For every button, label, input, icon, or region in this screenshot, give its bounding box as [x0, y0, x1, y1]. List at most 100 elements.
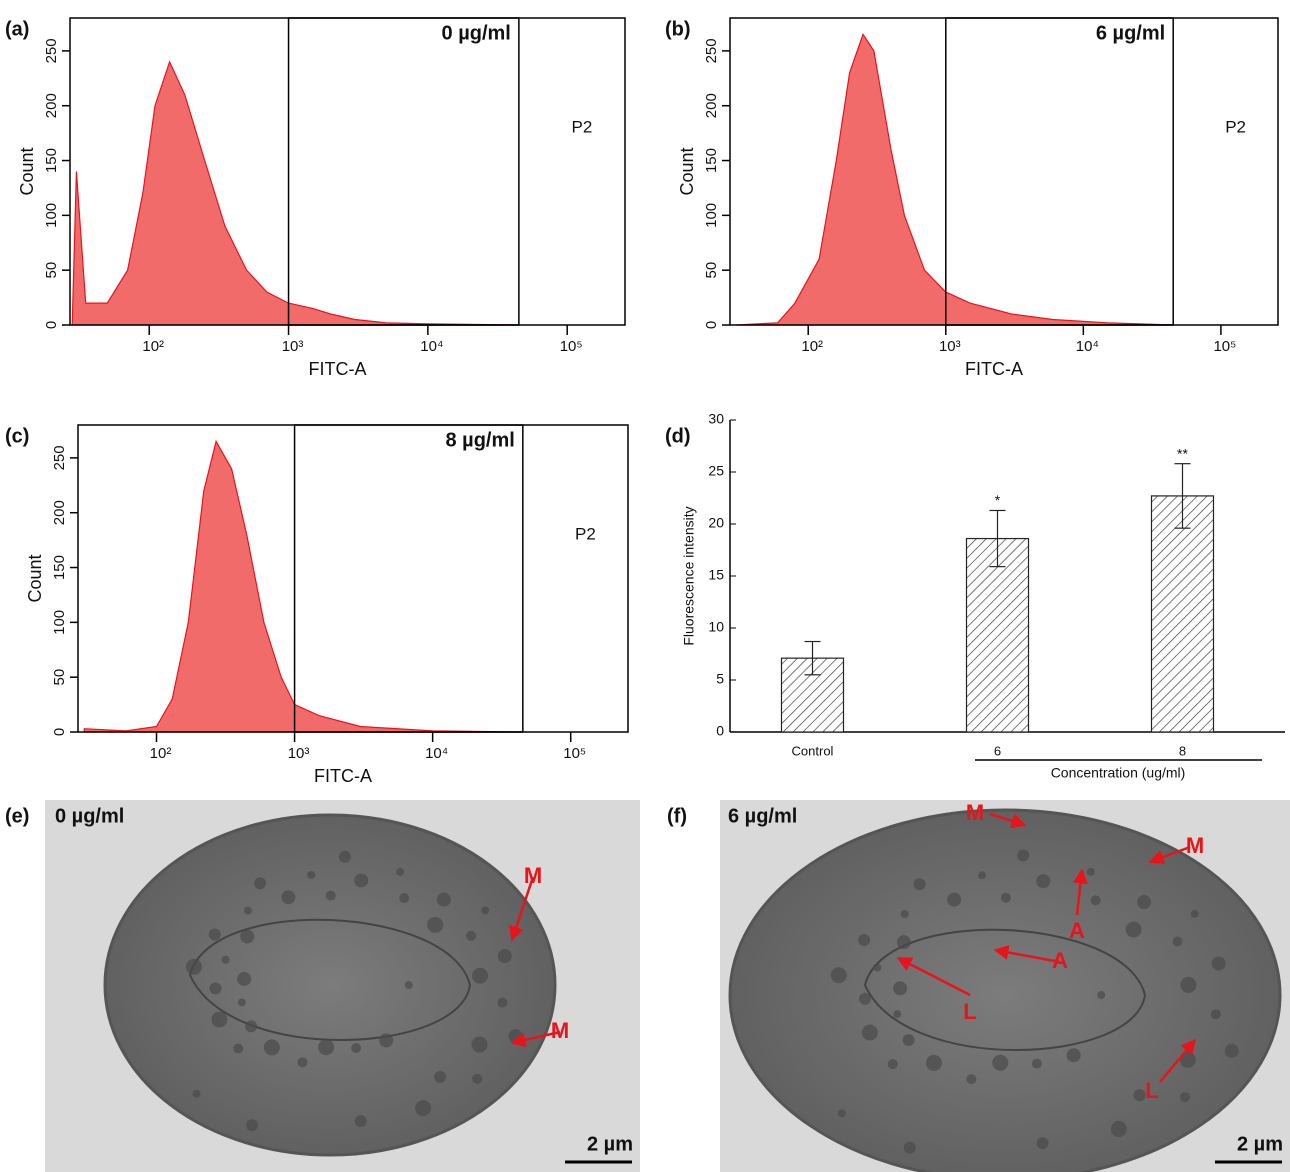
- y-tick-label: 20: [708, 515, 724, 531]
- x-tick-label: 10⁵: [1213, 338, 1236, 355]
- annotation-label: M: [1186, 833, 1204, 858]
- organelle: [243, 906, 252, 915]
- organelle: [1017, 849, 1030, 862]
- cell: [728, 808, 1282, 1172]
- organelle: [966, 1074, 977, 1085]
- organelle: [1066, 1048, 1081, 1063]
- x-tick-label: 10³: [288, 745, 310, 762]
- organelle: [1210, 1009, 1221, 1020]
- cell: [103, 813, 557, 1157]
- organelle: [233, 1043, 244, 1054]
- y-tick-label: 30: [708, 411, 724, 427]
- x-tick-label: Control: [792, 743, 834, 758]
- organelle: [1133, 1089, 1146, 1102]
- organelle: [1179, 1051, 1196, 1068]
- organelle: [354, 1115, 367, 1128]
- organelle: [399, 893, 410, 904]
- significance: **: [1177, 445, 1188, 461]
- x-tick-label: 8: [1179, 743, 1186, 758]
- y-tick-label: 25: [708, 463, 724, 479]
- annotation-arrow: [1073, 868, 1088, 916]
- organelle: [281, 890, 296, 905]
- x-axis-label: Concentration (ug/ml): [1051, 765, 1186, 781]
- organelle: [396, 867, 405, 876]
- organelle: [893, 1010, 902, 1019]
- panel-label: (d): [665, 425, 691, 447]
- y-axis-label: Count: [25, 554, 45, 602]
- organelle: [913, 878, 926, 891]
- scale-bar-label: 2 µm: [587, 1133, 633, 1155]
- concentration-label: 0 µg/ml: [55, 805, 124, 827]
- annotation-arrow: [510, 1030, 561, 1048]
- panel-label: (e): [5, 805, 29, 827]
- histogram-area: [83, 439, 523, 733]
- plot-frame: [77, 424, 629, 733]
- y-tick-label: 200: [51, 500, 68, 525]
- annotation-label: A: [1069, 918, 1085, 943]
- organelle: [873, 963, 882, 972]
- y-tick-label: 250: [51, 445, 68, 470]
- histogram-area: [736, 33, 1174, 326]
- y-tick-label: 100: [43, 203, 60, 228]
- panel-label: (b): [665, 18, 691, 40]
- x-tick-label: 10²: [142, 338, 164, 355]
- organelle: [925, 1054, 942, 1071]
- annotation-label: L: [1145, 1078, 1158, 1103]
- x-axis-label: FITC-A: [314, 766, 372, 786]
- x-tick-label: 6: [994, 743, 1001, 758]
- x-tick-label: 10⁵: [563, 745, 586, 762]
- organelle: [1137, 895, 1152, 910]
- organelle: [1224, 1043, 1239, 1058]
- organelle: [254, 877, 267, 890]
- x-tick-label: 10⁴: [425, 745, 448, 762]
- organelle: [1125, 921, 1142, 938]
- x-axis-label: FITC-A: [965, 359, 1023, 379]
- organelle: [209, 982, 222, 995]
- organelle: [263, 1039, 280, 1056]
- organelle: [351, 1043, 362, 1054]
- organelle: [297, 1057, 308, 1068]
- organelle: [434, 1070, 447, 1083]
- y-tick-label: 10: [708, 619, 724, 635]
- organelle: [471, 1036, 488, 1053]
- organelle: [208, 928, 221, 941]
- organelle: [896, 935, 911, 950]
- significance: *: [995, 492, 1001, 508]
- panel-label: (c): [5, 425, 29, 447]
- organelle: [237, 998, 246, 1007]
- bar: [1150, 495, 1215, 733]
- y-tick-label: 50: [703, 262, 720, 279]
- nucleus: [863, 928, 1147, 1051]
- concentration-title: 8 µg/ml: [445, 429, 514, 451]
- annotation-label: A: [1052, 948, 1068, 973]
- annotation-label: M: [551, 1018, 569, 1043]
- organelle: [1090, 895, 1101, 906]
- organelle: [246, 1119, 259, 1132]
- y-tick-label: 50: [43, 262, 60, 279]
- y-tick-label: 0: [716, 723, 724, 739]
- y-tick-label: 0: [703, 321, 720, 329]
- organelle: [404, 981, 413, 989]
- organelle: [1086, 867, 1095, 876]
- y-axis-label: Fluorescence intensity: [681, 506, 697, 645]
- y-tick-label: 100: [51, 610, 68, 635]
- organelle: [900, 909, 909, 918]
- organelle: [318, 1039, 335, 1056]
- x-tick-label: 10²: [150, 745, 172, 762]
- y-tick-label: 50: [51, 669, 68, 686]
- organelle: [481, 906, 490, 915]
- scale-bar-label: 2 µm: [1237, 1133, 1283, 1155]
- organelle: [240, 929, 255, 944]
- organelle: [893, 981, 908, 996]
- x-tick-label: 10³: [939, 338, 961, 355]
- organelle: [1036, 874, 1051, 889]
- concentration-label: 6 µg/ml: [728, 805, 797, 827]
- organelle: [307, 870, 316, 879]
- gate: [293, 424, 524, 733]
- y-tick-label: 200: [43, 93, 60, 118]
- organelle: [902, 1034, 915, 1047]
- organelle: [887, 1059, 898, 1070]
- gate-label: P2: [575, 524, 596, 543]
- organelle: [354, 873, 369, 888]
